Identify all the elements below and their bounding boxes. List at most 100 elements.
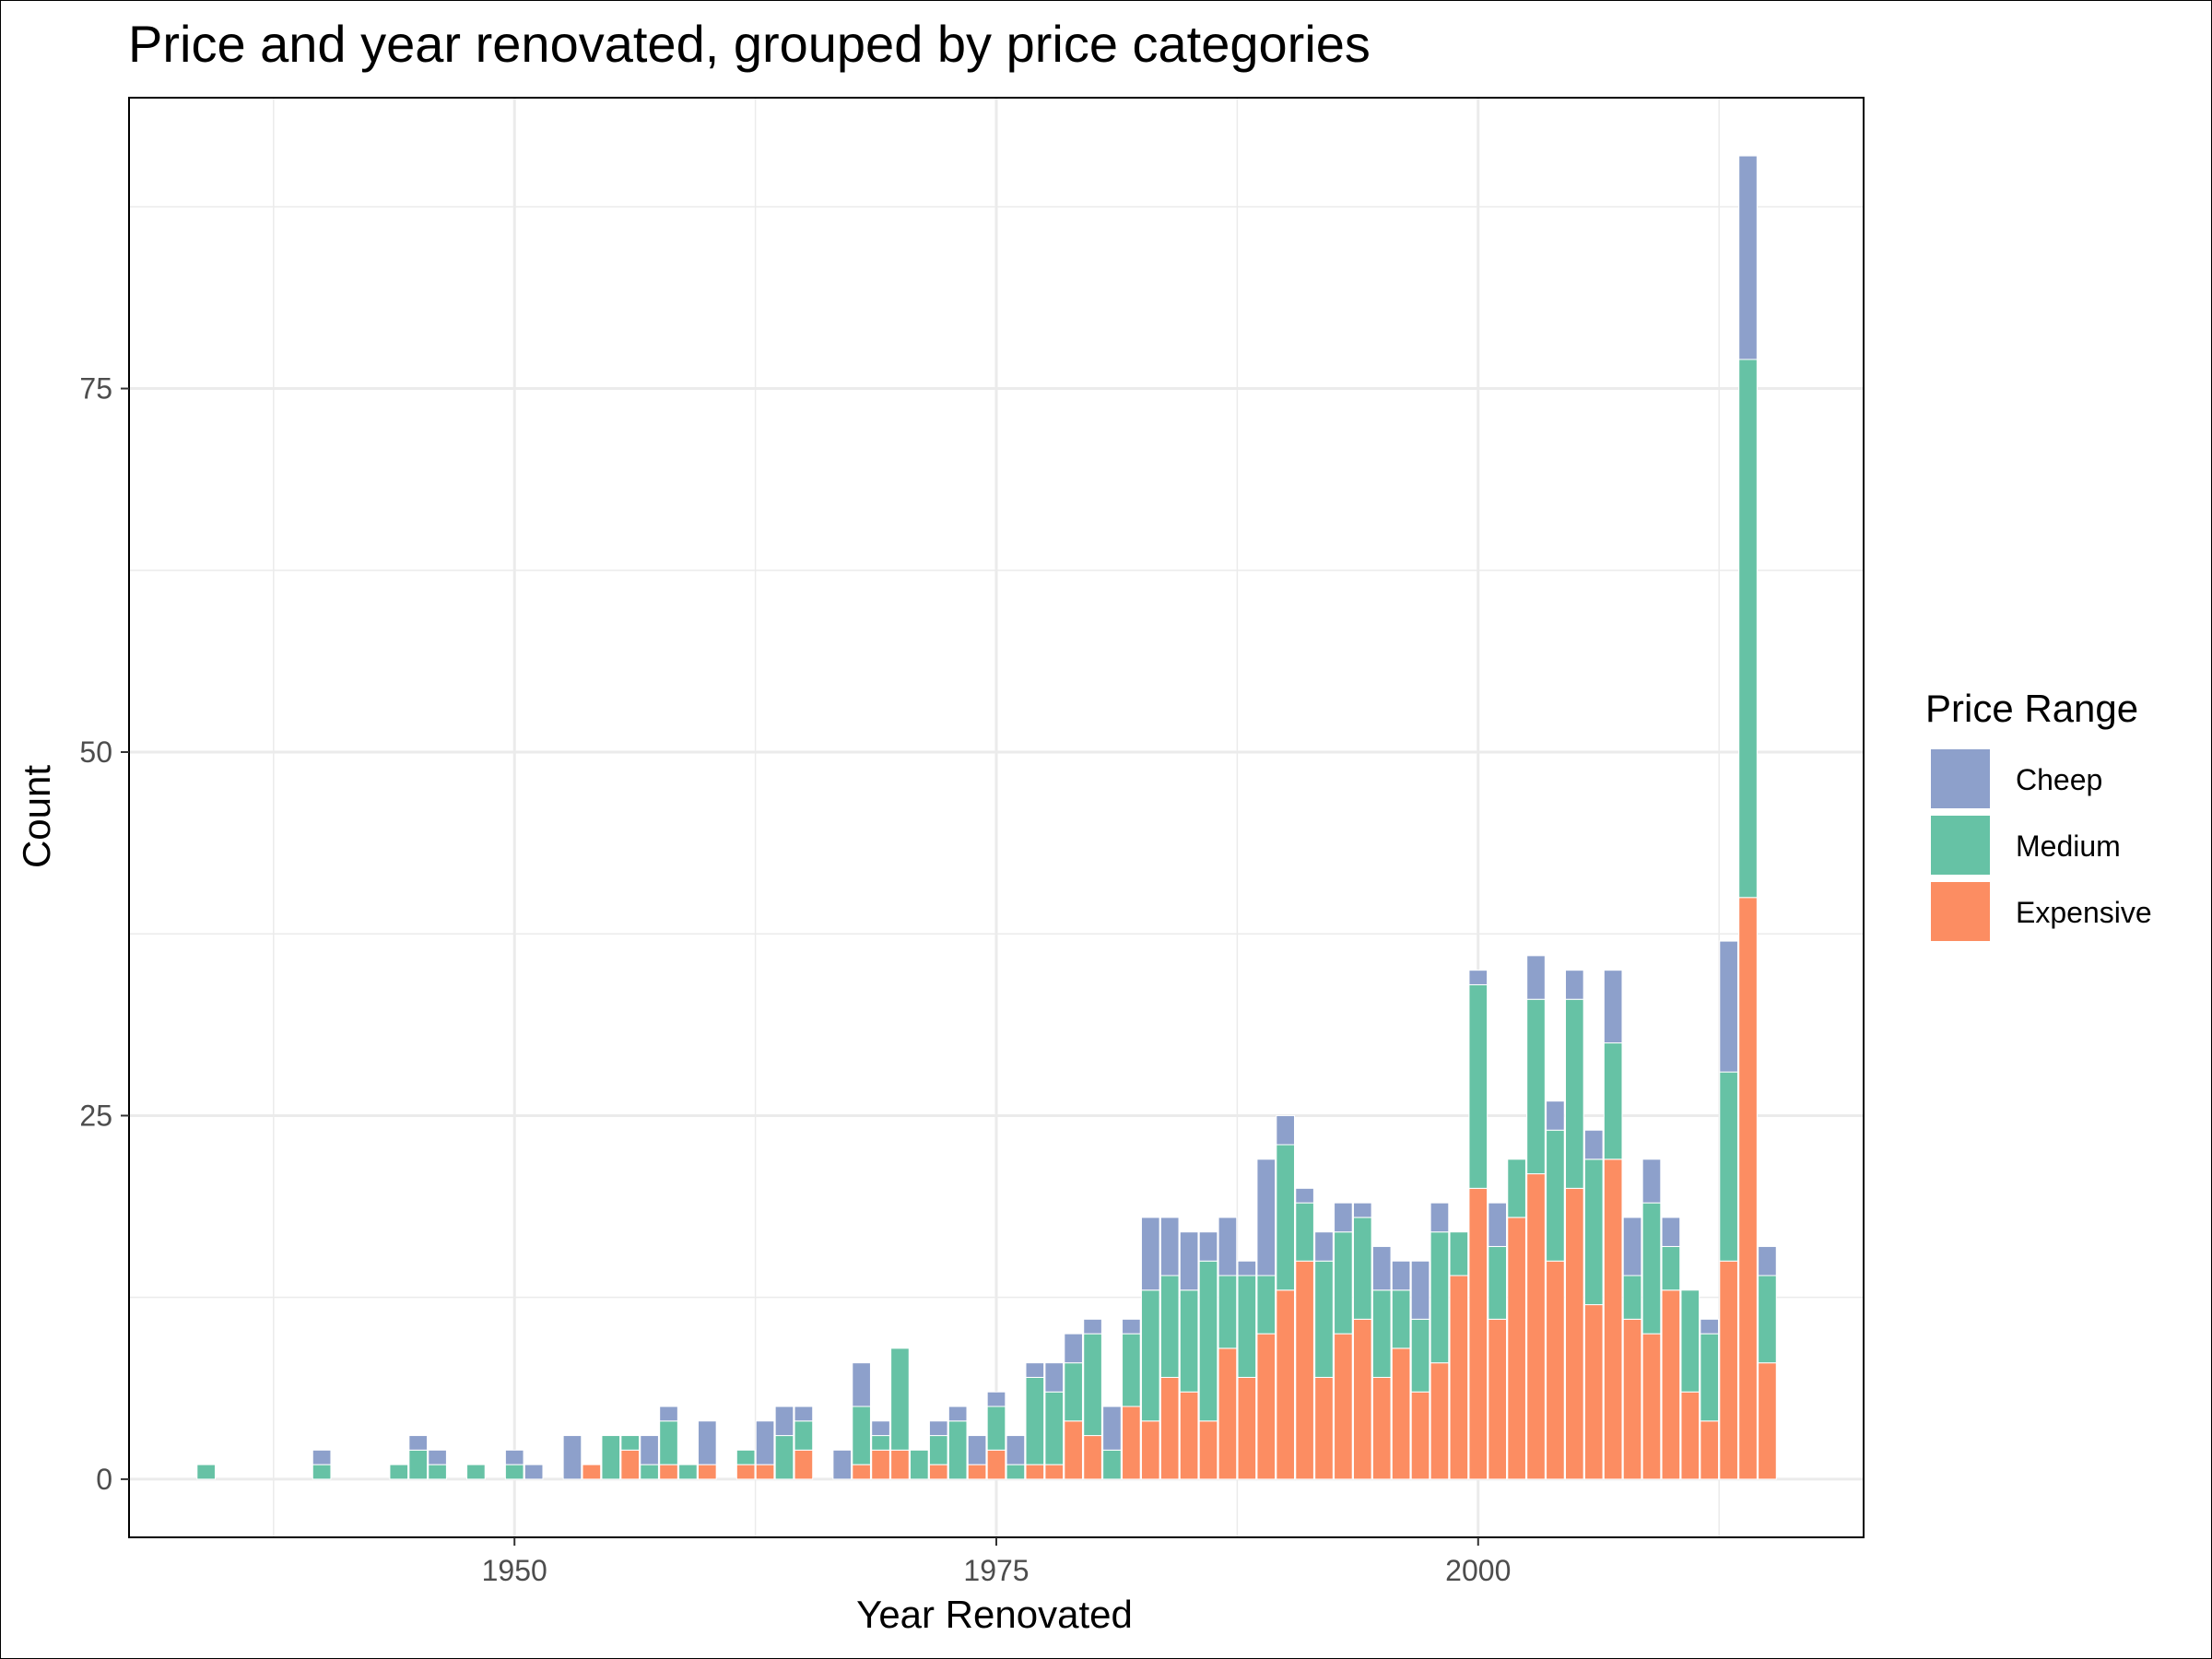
bar-medium-1973 [947,1420,968,1480]
bar-medium-1979 [1064,1362,1083,1422]
bar-cheep-1973 [947,1406,968,1422]
bar-medium-1978 [1044,1391,1065,1465]
bar-cheep-1986 [1198,1231,1218,1262]
bar-cheep-2001 [1488,1202,1508,1247]
bar-medium-1958 [659,1420,678,1465]
bar-medium-2001 [1488,1245,1508,1320]
bar-expensive-1982 [1122,1406,1141,1480]
bar-cheep-1993 [1334,1202,1353,1233]
bar-expensive-2002 [1507,1217,1526,1480]
bar-medium-1988 [1237,1275,1257,1378]
bar-medium-1956 [620,1435,641,1451]
bar-cheep-1977 [1025,1362,1045,1378]
bar-cheep-1964 [774,1406,794,1437]
bar-medium-2004 [1546,1129,1565,1262]
bar-expensive-1972 [928,1464,948,1480]
bar-medium-1989 [1256,1275,1277,1335]
bar-medium-1965 [794,1420,814,1451]
bar-medium-1991 [1295,1202,1314,1262]
bar-cheep-1994 [1352,1202,1372,1218]
bar-expensive-2005 [1565,1187,1584,1480]
bar-cheep-1980 [1083,1318,1102,1335]
bar-expensive-1978 [1044,1464,1065,1480]
bar-expensive-1956 [620,1449,641,1480]
bar-medium-1945 [408,1449,428,1480]
bar-cheep-2003 [1526,955,1546,1000]
bar-expensive-2011 [1680,1391,1700,1480]
bar-medium-1985 [1179,1289,1199,1393]
bar-expensive-1974 [967,1464,987,1480]
bar-cheep-1945 [408,1435,428,1451]
bar-cheep-2008 [1622,1217,1642,1277]
bar-cheep-1988 [1237,1260,1257,1277]
y-tick-label: 25 [79,1099,112,1132]
bar-expensive-1990 [1276,1289,1295,1480]
x-axis: 1950 1975 2000 [482,1537,1511,1587]
bar-cheep-1995 [1371,1245,1392,1291]
bar-medium-1955 [601,1435,621,1480]
bar-cheep-1997 [1410,1260,1430,1320]
legend-key-medium [1929,814,1992,877]
bar-medium-1944 [389,1464,409,1480]
bar-cheep-2006 [1583,1129,1604,1160]
y-axis-title: Count [15,765,58,868]
bar-expensive-2004 [1546,1260,1565,1480]
bar-cheep-1991 [1295,1187,1314,1204]
legend-label-expensive: Expensive [2016,896,2152,929]
bar-cheep-1979 [1064,1333,1083,1364]
bar-expensive-2015 [1758,1362,1777,1480]
bar-cheep-2005 [1565,970,1584,1000]
y-tick-label: 0 [96,1463,112,1496]
legend-key-cheep [1929,747,1992,810]
bar-medium-1983 [1140,1289,1160,1422]
bar-cheep-1975 [986,1391,1006,1407]
bars [196,155,1777,1480]
bar-medium-1940 [312,1464,332,1480]
bar-medium-2014 [1738,359,1758,899]
bar-medium-2000 [1468,983,1488,1189]
bar-cheep-2015 [1758,1245,1777,1277]
bar-expensive-1998 [1430,1362,1450,1480]
bar-medium-1998 [1430,1231,1450,1364]
bar-expensive-2010 [1661,1289,1681,1480]
chart-title: Price and year renovated, grouped by pri… [128,15,1371,73]
bar-expensive-2014 [1738,897,1758,1480]
bar-medium-1999 [1449,1231,1469,1277]
bar-expensive-2001 [1488,1318,1508,1480]
bar-expensive-2003 [1526,1173,1546,1480]
bar-expensive-1963 [755,1464,775,1480]
bar-medium-2007 [1603,1042,1623,1160]
bar-medium-1982 [1122,1333,1141,1407]
bar-expensive-1984 [1159,1376,1180,1480]
bar-medium-1997 [1410,1318,1430,1393]
bar-cheep-1967 [832,1449,853,1480]
bar-cheep-1963 [755,1420,775,1465]
bar-expensive-1960 [698,1464,717,1480]
bar-medium-1993 [1334,1231,1353,1335]
bar-medium-1975 [986,1406,1006,1451]
bar-cheep-1984 [1159,1217,1180,1277]
bar-medium-2009 [1641,1202,1662,1335]
bar-expensive-1979 [1064,1420,1083,1480]
bar-expensive-1985 [1179,1391,1199,1480]
bar-expensive-1986 [1198,1420,1218,1480]
bar-cheep-2004 [1546,1100,1565,1131]
bar-medium-1987 [1218,1275,1238,1349]
bar-cheep-1982 [1122,1318,1141,1335]
bar-expensive-1988 [1237,1376,1257,1480]
bar-medium-1968 [852,1406,871,1465]
bar-medium-2012 [1700,1333,1720,1422]
bar-expensive-1958 [659,1464,678,1480]
x-axis-title: Year Renovated [856,1593,1133,1636]
bar-expensive-2013 [1719,1260,1738,1480]
bar-cheep-1998 [1430,1202,1450,1233]
bar-medium-1986 [1198,1260,1218,1422]
bar-medium-1971 [910,1449,929,1480]
bar-cheep-1972 [928,1420,948,1437]
bar-expensive-1997 [1410,1391,1430,1480]
bar-expensive-1991 [1295,1260,1314,1480]
bar-medium-1992 [1314,1260,1334,1378]
bar-medium-1946 [428,1464,447,1480]
y-axis: 0 25 50 75 [79,372,129,1496]
